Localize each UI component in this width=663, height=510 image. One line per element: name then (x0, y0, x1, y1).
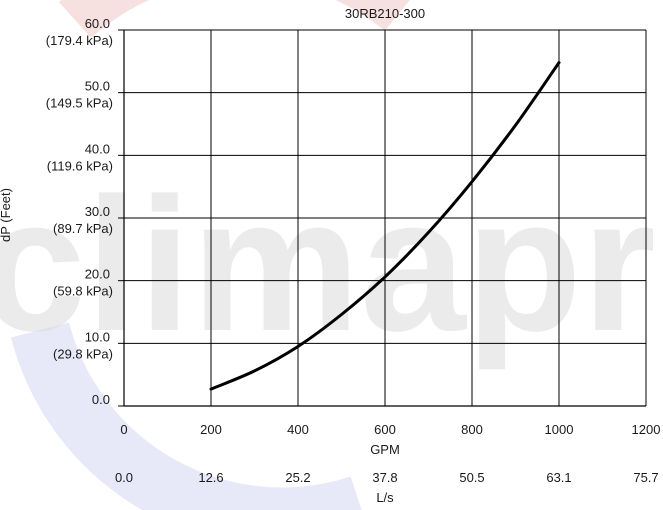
grid (124, 29, 647, 406)
chart-title: 30RB210-300 (345, 6, 425, 21)
x-tick-label: 0 (120, 422, 127, 437)
x-tick-label: 200 (200, 422, 222, 437)
secondary-x-tick-label: 63.1 (546, 470, 571, 485)
y-tick-label: 20.0 (85, 267, 110, 282)
x-tick-label: 1200 (632, 422, 661, 437)
watermark-blue-arc (10, 322, 362, 510)
x-tick-label: 800 (461, 422, 483, 437)
secondary-x-tick-label: 50.5 (459, 470, 484, 485)
x-axis-label: GPM (370, 442, 400, 457)
series (209, 61, 561, 391)
series-line-0 (209, 61, 561, 391)
labels: 30RB210-300 GPM L/s dP (Feet) (0, 6, 425, 505)
x-tick-label: 1000 (545, 422, 574, 437)
y-tick-sublabel: (149.5 kPa) (46, 96, 113, 111)
y-tick-label: 0.0 (92, 392, 110, 407)
y-tick-sublabel: (59.8 kPa) (53, 284, 113, 299)
y-tick-sublabel: (179.4 kPa) (46, 33, 113, 48)
secondary-x-tick-label: 12.6 (198, 470, 223, 485)
y-tick-label: 10.0 (85, 329, 110, 344)
y-tick-sublabel: (29.8 kPa) (53, 346, 113, 361)
y-axis-label: dP (Feet) (0, 188, 13, 242)
axes: 0 0.0 200 12.6 400 25.2 600 37.8 800 50.5 1000 63.1… (46, 16, 661, 485)
secondary-x-axis-label: L/s (376, 490, 394, 505)
y-tick-label: 60.0 (85, 16, 110, 31)
y-tick-sublabel: (119.6 kPa) (47, 158, 113, 173)
y-tick-label: 30.0 (85, 204, 110, 219)
y-tick-sublabel: (89.7 kPa) (53, 221, 113, 236)
y-tick-label: 50.0 (85, 79, 110, 94)
secondary-x-tick-label: 25.2 (285, 470, 310, 485)
x-tick-label: 600 (374, 422, 396, 437)
secondary-x-tick-label: 37.8 (372, 470, 397, 485)
x-tick-label: 400 (287, 422, 309, 437)
secondary-x-tick-label: 75.7 (633, 470, 658, 485)
secondary-x-tick-label: 0.0 (115, 470, 133, 485)
y-tick-label: 40.0 (85, 141, 110, 156)
watermark-text: climaproyectos (0, 159, 663, 371)
